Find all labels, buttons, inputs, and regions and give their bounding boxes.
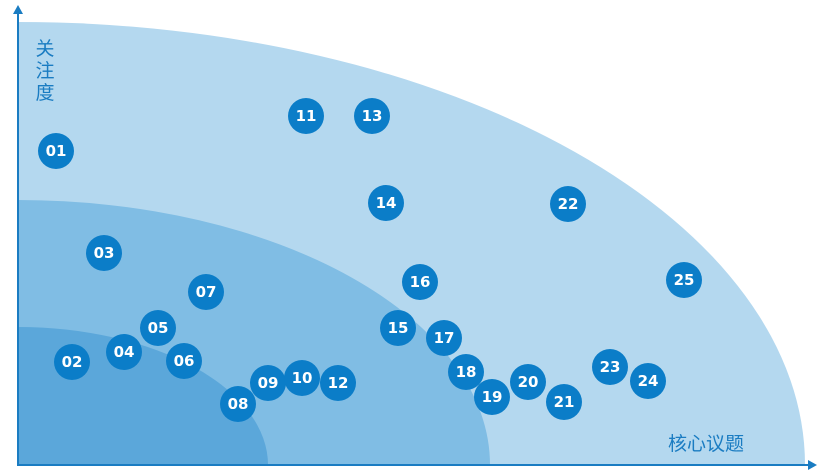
node-label: 08 xyxy=(228,395,249,413)
node-circle xyxy=(284,360,320,396)
node-label: 25 xyxy=(674,271,695,289)
node-label: 09 xyxy=(258,374,279,392)
node-label: 14 xyxy=(376,194,397,212)
node-label: 23 xyxy=(600,358,621,376)
node-label: 22 xyxy=(558,195,579,213)
node-circle xyxy=(448,354,484,390)
node-label: 24 xyxy=(638,372,659,390)
node-label: 19 xyxy=(482,388,503,406)
node-label: 18 xyxy=(456,363,477,381)
node-circle xyxy=(54,344,90,380)
node-circle xyxy=(510,364,546,400)
node-circle xyxy=(86,235,122,271)
node-circle xyxy=(592,349,628,385)
node-label: 21 xyxy=(554,393,575,411)
node-circle xyxy=(380,310,416,346)
node-circle xyxy=(320,365,356,401)
x-arrow xyxy=(808,460,817,470)
node-label: 10 xyxy=(292,369,313,387)
node-label: 11 xyxy=(296,107,317,125)
node-circle xyxy=(630,363,666,399)
node-circle xyxy=(550,186,586,222)
node-circle xyxy=(140,310,176,346)
node-label: 02 xyxy=(62,353,83,371)
node-circle xyxy=(188,274,224,310)
y-axis-label: 关注度 xyxy=(35,38,54,104)
node-label: 12 xyxy=(328,374,349,392)
node-circle xyxy=(546,384,582,420)
node-label: 05 xyxy=(148,319,169,337)
node-label: 20 xyxy=(518,373,539,391)
node-label: 16 xyxy=(410,273,431,291)
node-circle xyxy=(426,320,462,356)
node-label: 07 xyxy=(196,283,217,301)
node-circle xyxy=(106,334,142,370)
node-label: 15 xyxy=(388,319,409,337)
node-label: 04 xyxy=(114,343,135,361)
node-circle xyxy=(250,365,286,401)
node-circle xyxy=(474,379,510,415)
y-arrow xyxy=(13,5,23,14)
node-circle xyxy=(38,133,74,169)
node-circle xyxy=(368,185,404,221)
node-circle xyxy=(402,264,438,300)
y-axis-label-text: 关注度 xyxy=(35,38,54,104)
node-label: 13 xyxy=(362,107,383,125)
node-label: 17 xyxy=(434,329,455,347)
node-circle xyxy=(220,386,256,422)
node-label: 03 xyxy=(94,244,115,262)
node-label: 01 xyxy=(46,142,67,160)
node-circle xyxy=(666,262,702,298)
node-circle xyxy=(288,98,324,134)
node-label: 06 xyxy=(174,352,195,370)
node-circle xyxy=(354,98,390,134)
node-circle xyxy=(166,343,202,379)
x-axis-label: 核心议题 xyxy=(668,433,744,455)
